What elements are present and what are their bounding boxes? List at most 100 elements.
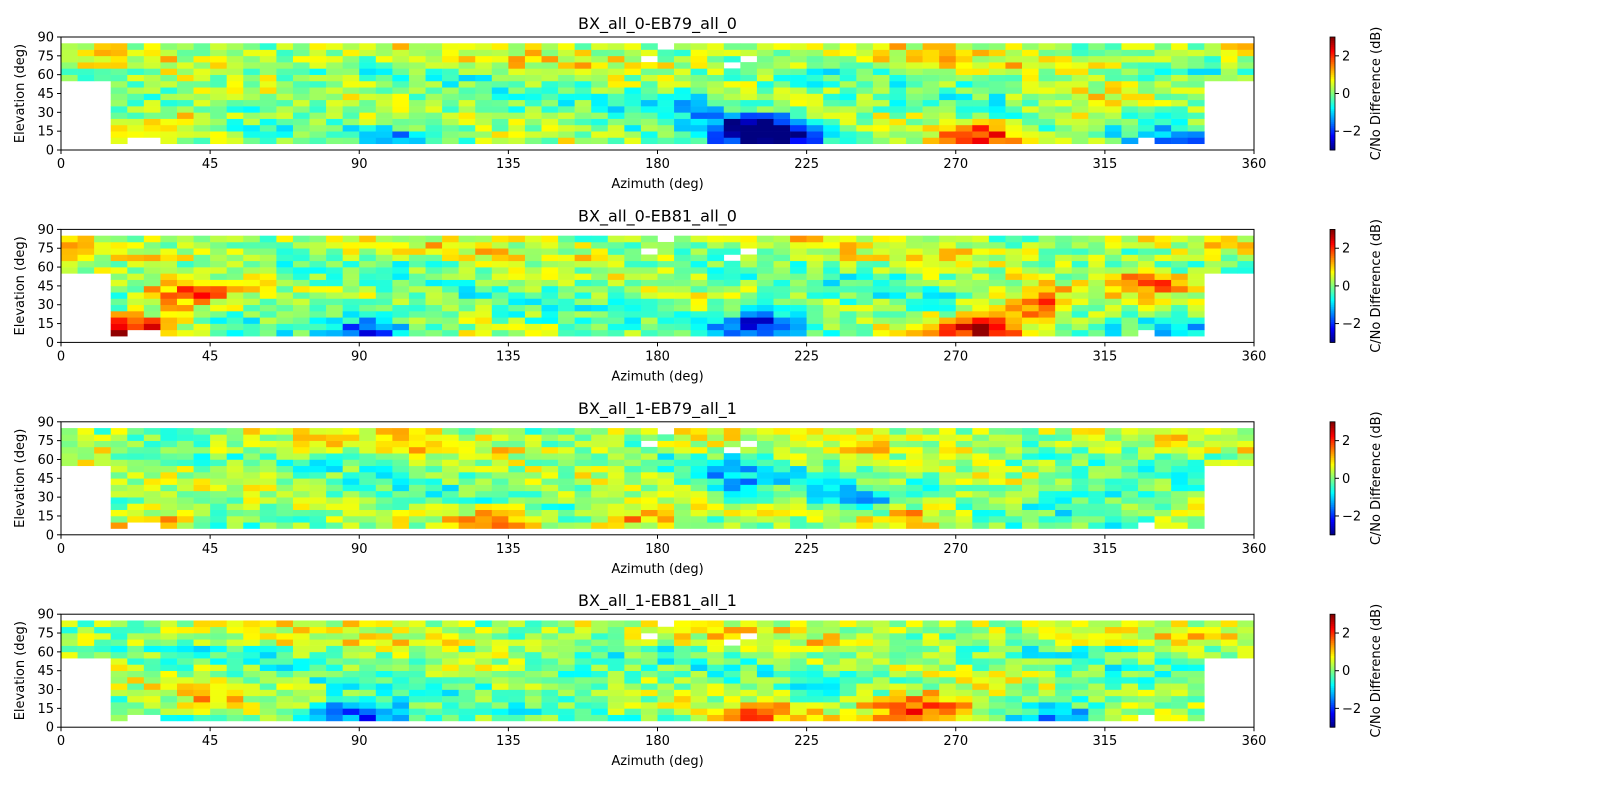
heatmap-cell — [1171, 522, 1189, 529]
heatmap-cell — [674, 273, 691, 280]
heatmap-cell — [972, 639, 990, 646]
heatmap-cell — [210, 131, 227, 138]
heatmap-cell — [1220, 241, 1238, 249]
heatmap-cell — [425, 497, 443, 504]
heatmap-cell — [226, 670, 244, 678]
heatmap-cell — [1005, 484, 1023, 492]
heatmap-cell — [839, 43, 857, 50]
heatmap-cell — [756, 112, 774, 119]
heatmap-cell — [1237, 459, 1255, 467]
heatmap-cell — [607, 633, 625, 640]
heatmap-cell — [259, 497, 277, 504]
heatmap-cell — [1104, 68, 1122, 75]
heatmap-cell — [309, 515, 327, 523]
heatmap-cell — [1055, 329, 1073, 337]
heatmap-cell — [508, 323, 526, 331]
heatmap-cell — [276, 459, 294, 467]
heatmap-cell — [591, 645, 609, 653]
heatmap-cell — [640, 273, 658, 280]
heatmap-cell — [939, 453, 957, 460]
heatmap-cell — [1187, 74, 1205, 82]
heatmap-cell — [607, 695, 625, 703]
heatmap-cell — [856, 428, 874, 435]
heatmap-cell — [707, 695, 725, 703]
heatmap-cell — [690, 260, 708, 268]
heatmap-cell — [1022, 689, 1039, 697]
heatmap-cell — [1088, 683, 1106, 690]
heatmap-cell — [259, 106, 277, 113]
heatmap-cell — [1121, 87, 1139, 94]
heatmap-cell — [193, 497, 211, 504]
heatmap-cell — [773, 620, 791, 628]
heatmap-cell — [773, 645, 791, 653]
heatmap-cell — [690, 446, 708, 454]
heatmap-cell — [591, 99, 609, 107]
colorbar-segment — [1330, 235, 1335, 238]
heatmap-cell — [392, 664, 410, 671]
heatmap-cell — [922, 68, 940, 75]
heatmap-cell — [955, 311, 973, 318]
heatmap-cell — [707, 80, 725, 88]
heatmap-cell — [690, 124, 708, 132]
heatmap-cell — [425, 639, 443, 646]
heatmap-cell — [906, 639, 923, 646]
heatmap-cell — [574, 434, 592, 441]
heatmap-cell — [1237, 74, 1255, 82]
heatmap-cell — [1138, 708, 1155, 715]
heatmap-cell — [988, 683, 1006, 690]
colorbar-segment — [1330, 274, 1335, 277]
heatmap-cell — [1104, 260, 1122, 268]
heatmap-cell — [707, 434, 725, 441]
heatmap-cell — [740, 497, 758, 504]
heatmap-cell — [143, 49, 161, 57]
heatmap-cell — [1121, 440, 1139, 448]
heatmap-cell — [475, 459, 493, 467]
heatmap-cell — [1138, 131, 1155, 138]
heatmap-cell — [508, 93, 526, 101]
heatmap-cell — [856, 329, 874, 337]
heatmap-cell — [823, 459, 841, 467]
colorbar-segment — [1330, 687, 1335, 690]
heatmap-cell — [624, 472, 642, 479]
heatmap-cell — [359, 465, 377, 473]
heatmap-cell — [1005, 620, 1023, 628]
heatmap-cell — [127, 664, 145, 671]
heatmap-cell — [259, 645, 277, 653]
heatmap-cell — [889, 260, 907, 268]
heatmap-cell — [127, 440, 145, 448]
heatmap-cell — [773, 509, 791, 517]
heatmap-cell — [607, 658, 625, 665]
heatmap-cell — [210, 670, 227, 678]
heatmap-cell — [1121, 93, 1139, 101]
heatmap-cell — [392, 74, 410, 82]
heatmap-cell — [674, 497, 691, 504]
heatmap-cell — [408, 248, 426, 255]
heatmap-cell — [1005, 465, 1023, 473]
heatmap-cell — [1204, 43, 1222, 50]
heatmap-cell — [375, 43, 393, 50]
heatmap-cell — [508, 434, 526, 441]
colorbar-segment — [1330, 125, 1335, 128]
heatmap-cell — [259, 131, 277, 138]
heatmap-cell — [442, 329, 459, 337]
heatmap-cell — [1005, 106, 1023, 113]
heatmap-cell — [292, 683, 310, 690]
heatmap-cell — [375, 106, 393, 113]
heatmap-cell — [127, 620, 145, 628]
heatmap-cell — [806, 260, 824, 268]
heatmap-cell — [143, 670, 161, 678]
heatmap-cell — [790, 137, 807, 145]
heatmap-cell — [193, 304, 211, 312]
colorbar-segment — [1330, 427, 1335, 430]
heatmap-cell — [259, 118, 277, 126]
heatmap-cell — [1038, 683, 1056, 690]
heatmap-cell — [939, 695, 957, 703]
heatmap-cell — [276, 74, 294, 82]
heatmap-cell — [1055, 658, 1073, 665]
heatmap-cell — [276, 434, 294, 441]
heatmap-cell — [292, 62, 310, 69]
heatmap-cell — [309, 248, 327, 255]
heatmap-cell — [392, 683, 410, 690]
heatmap-cell — [276, 633, 294, 640]
heatmap-cell — [856, 298, 874, 306]
